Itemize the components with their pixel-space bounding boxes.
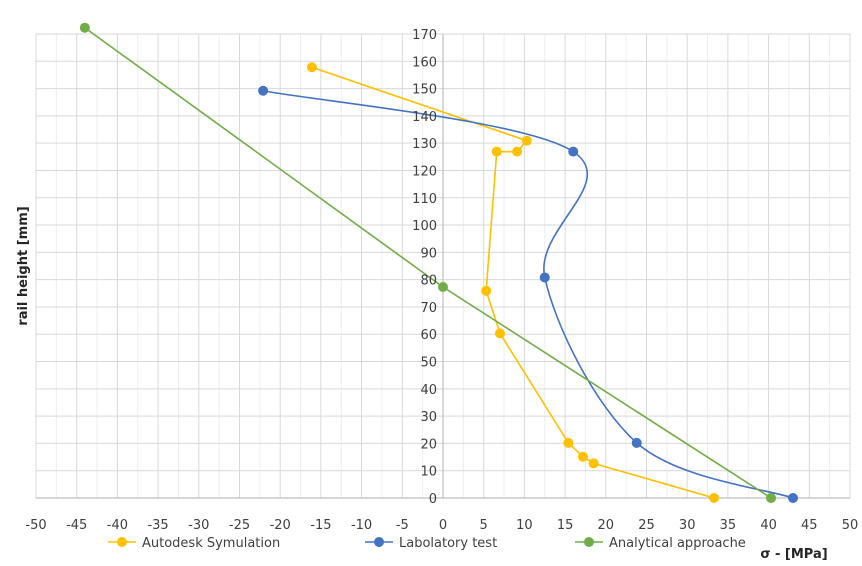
x-tick-label: 25 bbox=[638, 518, 655, 533]
y-tick-label: 10 bbox=[420, 465, 437, 480]
data-point bbox=[539, 272, 550, 283]
legend-marker bbox=[117, 537, 127, 547]
x-axis-title: σ - [MPa] bbox=[760, 547, 827, 562]
x-tick-label: 40 bbox=[760, 518, 777, 533]
y-tick-label: 140 bbox=[412, 110, 437, 125]
legend-marker bbox=[584, 537, 594, 547]
series-1 bbox=[258, 85, 799, 503]
data-point bbox=[568, 146, 579, 157]
series-line bbox=[262, 89, 794, 499]
y-axis-title: rail height [mm] bbox=[16, 206, 31, 325]
series-line bbox=[84, 27, 772, 499]
data-point bbox=[512, 146, 523, 157]
legend-label: Labolatory test bbox=[399, 536, 497, 551]
y-tick-label: 40 bbox=[420, 383, 437, 398]
y-tick-label: 50 bbox=[420, 356, 437, 371]
data-point bbox=[631, 437, 642, 448]
x-tick-label: 15 bbox=[557, 518, 574, 533]
x-tick-label: 10 bbox=[516, 518, 533, 533]
x-tick-label: -35 bbox=[147, 518, 168, 533]
legend-label: Analytical approache bbox=[609, 536, 746, 551]
legend-item: Labolatory test bbox=[365, 536, 497, 551]
legend-item: Analytical approache bbox=[575, 536, 746, 551]
x-tick-label: 35 bbox=[720, 518, 737, 533]
data-point bbox=[563, 437, 574, 448]
x-tick-label: -25 bbox=[229, 518, 250, 533]
legend: Autodesk Symulation Labolatory test Analyt… bbox=[108, 536, 746, 551]
x-tick-label: 20 bbox=[598, 518, 615, 533]
data-point bbox=[521, 135, 532, 146]
data-point bbox=[306, 62, 317, 73]
y-tick-label: 160 bbox=[412, 55, 437, 70]
data-point bbox=[481, 285, 492, 296]
data-point bbox=[491, 146, 502, 157]
x-tick-label: 45 bbox=[801, 518, 818, 533]
x-tick-label: -40 bbox=[107, 518, 128, 533]
x-tick-label: 5 bbox=[480, 518, 488, 533]
series-0 bbox=[306, 62, 720, 503]
y-tick-label: 90 bbox=[420, 246, 437, 261]
series-2 bbox=[79, 22, 777, 503]
legend-label: Autodesk Symulation bbox=[142, 536, 280, 551]
x-tick-label: -50 bbox=[25, 518, 46, 533]
y-tick-label: 0 bbox=[429, 492, 437, 507]
y-tick-label: 130 bbox=[412, 137, 437, 152]
x-tick-label: -15 bbox=[310, 518, 331, 533]
data-point bbox=[258, 85, 269, 96]
x-tick-label: 0 bbox=[439, 518, 447, 533]
data-point bbox=[788, 493, 799, 503]
tick-labels: -50 -45 -40 -35 -30 -25 -20 -15 -10 -5 0 5 10 15 20 25 3… bbox=[25, 28, 858, 533]
y-tick-label: 70 bbox=[420, 301, 437, 316]
x-tick-label: -45 bbox=[66, 518, 87, 533]
y-tick-label: 80 bbox=[420, 274, 437, 289]
y-tick-label: 30 bbox=[420, 410, 437, 425]
data-point bbox=[709, 493, 720, 503]
x-tick-label: -30 bbox=[188, 518, 209, 533]
y-tick-label: 60 bbox=[420, 328, 437, 343]
y-tick-label: 110 bbox=[412, 192, 437, 207]
x-tick-label: 50 bbox=[842, 518, 859, 533]
data-point bbox=[438, 282, 448, 293]
legend-marker bbox=[374, 537, 384, 547]
x-tick-label: -10 bbox=[351, 518, 372, 533]
y-tick-label: 100 bbox=[412, 219, 437, 234]
data-point bbox=[79, 22, 90, 33]
series-layer bbox=[79, 22, 799, 503]
legend-item: Autodesk Symulation bbox=[108, 536, 280, 551]
y-tick-label: 170 bbox=[412, 28, 437, 43]
data-point bbox=[578, 451, 589, 462]
x-tick-label: -20 bbox=[270, 518, 291, 533]
y-tick-label: 120 bbox=[412, 164, 437, 179]
x-tick-label: 30 bbox=[679, 518, 696, 533]
data-point bbox=[588, 458, 599, 469]
data-point bbox=[766, 493, 777, 503]
x-tick-label: -5 bbox=[396, 518, 409, 533]
y-tick-label: 150 bbox=[412, 83, 437, 98]
y-tick-label: 20 bbox=[420, 437, 437, 452]
series-line bbox=[311, 66, 715, 499]
data-point bbox=[494, 328, 505, 339]
